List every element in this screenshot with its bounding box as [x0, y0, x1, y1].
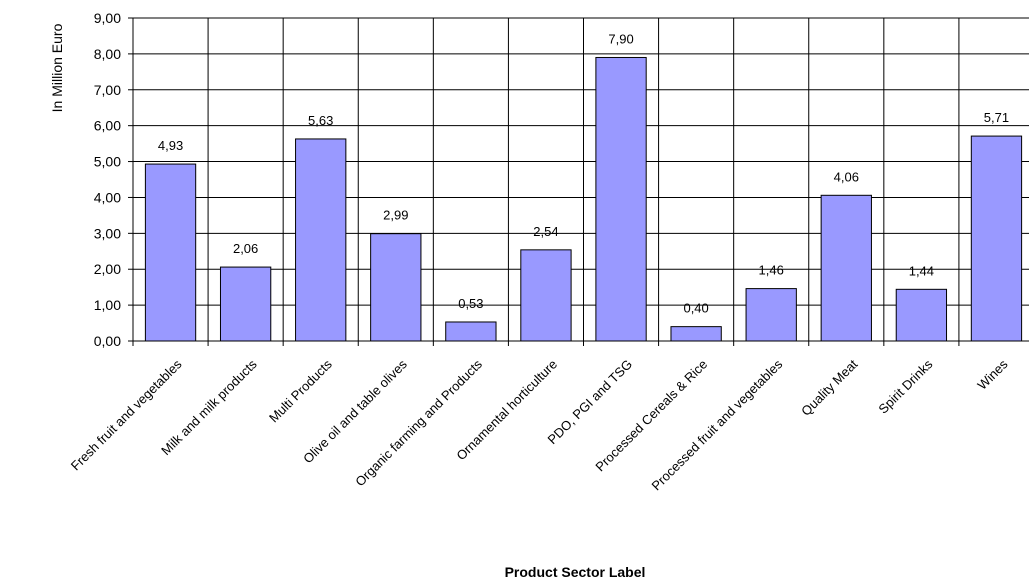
data-label: 2,99 [383, 208, 408, 223]
bar [595, 56, 647, 342]
bar [370, 233, 422, 342]
y-tick-label: 2,00 [94, 261, 121, 277]
data-label: 5,63 [308, 113, 333, 128]
y-axis-ticks: 0,00 1,00 2,00 3,00 4,00 5,00 6,00 7,00 8,00 9,00 [94, 10, 121, 349]
bar [745, 288, 797, 342]
bar [970, 135, 1023, 342]
data-label: 7,90 [608, 31, 633, 46]
category-label: Multi Products [266, 356, 335, 425]
data-label: 1,46 [759, 263, 784, 278]
data-label: 0,40 [683, 301, 708, 316]
category-label: Quality Meat [798, 356, 860, 418]
y-tick-label: 9,00 [94, 10, 121, 26]
bar [445, 321, 497, 342]
bar [295, 138, 347, 342]
data-label: 2,54 [533, 224, 558, 239]
data-label: 1,44 [909, 263, 934, 278]
y-tick-label: 6,00 [94, 118, 121, 134]
bar [820, 194, 872, 342]
x-axis-title: Product Sector Label [505, 564, 646, 580]
data-label: 4,93 [158, 138, 183, 153]
y-tick-label: 7,00 [94, 82, 121, 98]
data-label: 4,06 [834, 169, 859, 184]
gridlines [128, 17, 1029, 346]
category-label: Wines [974, 356, 1010, 392]
data-label: 2,06 [233, 241, 258, 256]
bars [144, 56, 1023, 342]
y-axis-title: In Million Euro [49, 23, 65, 112]
y-tick-label: 5,00 [94, 154, 121, 170]
category-label: Processed fruit and vegetables [649, 356, 786, 493]
y-tick-label: 8,00 [94, 46, 121, 62]
y-tick-label: 1,00 [94, 297, 121, 313]
bar [219, 266, 272, 342]
category-label: Organic farming and Products [352, 356, 485, 489]
data-label: 0,53 [458, 296, 483, 311]
y-tick-label: 0,00 [94, 333, 121, 349]
data-label: 5,71 [984, 110, 1009, 125]
bar [670, 326, 722, 342]
y-tick-label: 4,00 [94, 189, 121, 205]
data-labels: 4,93 2,06 5,63 2,99 0,53 2,54 7,90 0,40 1,46 4,06… [158, 31, 1009, 315]
bar [895, 288, 948, 342]
bar [520, 249, 572, 342]
y-tick-label: 3,00 [94, 225, 121, 241]
category-label: Spirit Drinks [875, 356, 936, 417]
bar [144, 163, 197, 342]
plot-background [133, 18, 1029, 341]
